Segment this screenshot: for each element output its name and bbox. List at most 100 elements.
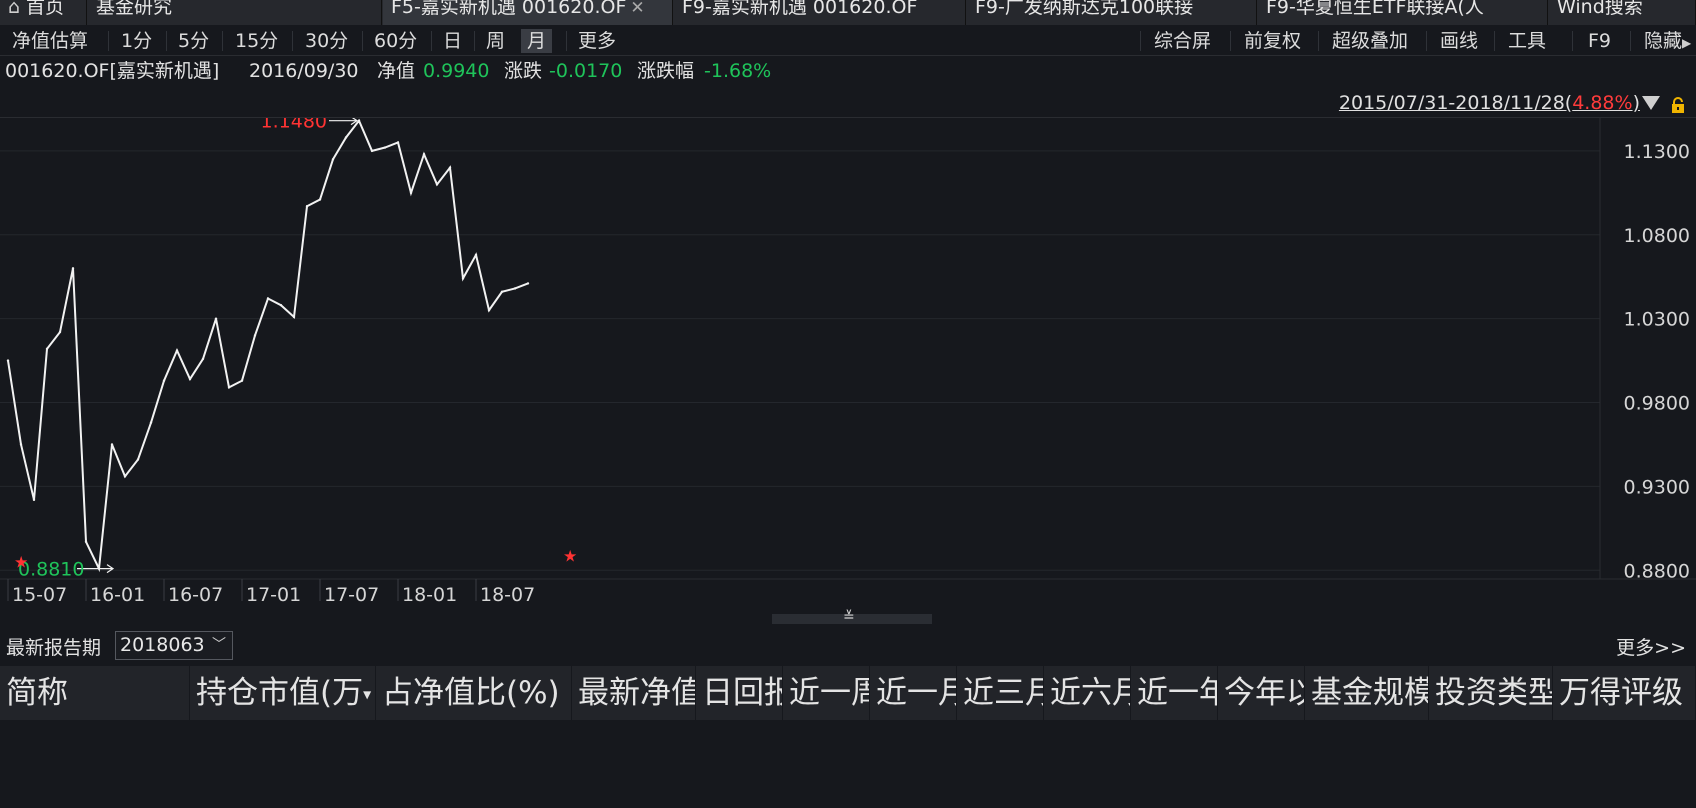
nav-data-point[interactable] (461, 277, 465, 280)
period-month[interactable]: 月 (521, 29, 553, 53)
col-3m[interactable]: 近三月 (957, 666, 1044, 720)
col-daily-return[interactable]: 日回报 (696, 666, 783, 720)
nav-data-point[interactable] (357, 119, 361, 122)
nav-data-point[interactable] (110, 443, 114, 446)
nav-data-point[interactable] (305, 205, 309, 208)
super-overlay-button[interactable]: 超级叠加 (1332, 30, 1409, 52)
nav-data-point[interactable] (19, 443, 23, 446)
nav-data-point[interactable] (474, 253, 478, 257)
nav-data-point[interactable] (84, 540, 88, 543)
nav-data-point[interactable] (487, 309, 491, 312)
hide-button[interactable]: 隐藏▶ (1644, 29, 1691, 53)
nav-data-point[interactable] (45, 347, 49, 351)
tab-fund-research[interactable]: 基金研究 (88, 0, 382, 25)
tab-f9-fund[interactable]: F9-嘉实新机遇 001620.OF (674, 0, 966, 25)
splitter-handle[interactable] (772, 614, 932, 624)
col-1w[interactable]: 近一周 (783, 666, 870, 720)
col-name[interactable]: 简称 (0, 666, 190, 720)
nav-data-point[interactable] (344, 136, 348, 139)
nav-series-line[interactable] (7, 118, 529, 573)
composite-screen-button[interactable]: 综合屏 (1154, 30, 1212, 52)
nav-data-point[interactable] (448, 166, 452, 169)
col-ytd[interactable]: 今年以 (1218, 666, 1305, 720)
nav-line-chart[interactable]: 1.1300 1.0800 1.0300 0.9800 0.9300 0.8800 15-0… (0, 118, 1696, 608)
nav-data-point[interactable] (123, 475, 127, 478)
nav-data-point[interactable] (396, 141, 400, 144)
nav-data-point[interactable] (58, 330, 62, 334)
nav-data-point[interactable] (513, 287, 517, 290)
tab-f9-hangseng[interactable]: F9-华夏恒生ETF联接A(人 (1258, 0, 1548, 25)
col-label: 今年以 (1224, 675, 1304, 711)
more-link[interactable]: 更多>> (1616, 637, 1686, 659)
tab-wind-search[interactable]: Wind搜索 (1549, 0, 1696, 25)
period-60min[interactable]: 60分 (374, 30, 418, 52)
tab-f9-nasdaq[interactable]: F9-广发纳斯达克100联接 (967, 0, 1257, 25)
col-label: 近三月 (963, 675, 1043, 711)
nav-data-point[interactable] (175, 349, 179, 352)
nav-data-point[interactable] (6, 359, 10, 362)
nav-data-point[interactable] (188, 377, 192, 381)
nav-data-point[interactable] (201, 357, 205, 361)
divider (474, 31, 475, 51)
star-icon[interactable]: ★ (563, 547, 577, 566)
col-latest-nav[interactable]: 最新净值 (572, 666, 696, 720)
report-period-select[interactable]: 2018063 ﹀ (115, 631, 233, 660)
nav-data-point[interactable] (383, 146, 387, 149)
tab-home[interactable]: ⌂ 首页 (0, 0, 87, 25)
nav-data-point[interactable] (331, 158, 335, 161)
period-more[interactable]: 更多 (578, 30, 617, 52)
col-6m[interactable]: 近六月 (1044, 666, 1131, 720)
nav-data-point[interactable] (279, 304, 283, 307)
nav-data-point[interactable] (253, 334, 257, 337)
period-30min[interactable]: 30分 (305, 30, 349, 52)
nav-data-point[interactable] (227, 386, 231, 389)
period-5min[interactable]: 5分 (178, 30, 210, 52)
nav-data-point[interactable] (370, 149, 374, 153)
panel-splitter[interactable]: ≚ (0, 609, 1696, 626)
period-1min[interactable]: 1分 (121, 30, 153, 52)
nav-data-point[interactable] (266, 297, 270, 300)
nav-data-point[interactable] (32, 498, 36, 502)
col-holding-value[interactable]: 持仓市值(万▾ (190, 666, 376, 720)
forward-adjust-button[interactable]: 前复权 (1244, 30, 1302, 52)
nav-value: 0.9940 (423, 60, 490, 82)
period-nav-estimate[interactable]: 净值估算 (12, 30, 89, 52)
col-1m[interactable]: 近一月 (870, 666, 957, 720)
nav-data-point[interactable] (500, 290, 504, 293)
quote-date: 2016/09/30 (249, 60, 359, 82)
chevron-down-double-icon[interactable]: ≚ (843, 609, 855, 625)
col-fund-size[interactable]: 基金规模 (1305, 666, 1429, 720)
period-week[interactable]: 周 (486, 30, 506, 52)
nav-data-point[interactable] (149, 421, 153, 424)
nav-data-point[interactable] (292, 315, 296, 319)
nav-data-point[interactable] (318, 198, 322, 201)
nav-data-point[interactable] (435, 183, 439, 186)
draw-line-button[interactable]: 画线 (1440, 30, 1479, 52)
nav-data-point[interactable] (136, 458, 140, 461)
nav-data-point[interactable] (71, 267, 75, 270)
nav-data-point[interactable] (422, 153, 426, 156)
triangle-down-icon[interactable] (1642, 96, 1660, 110)
nav-data-point[interactable] (409, 191, 413, 195)
nav-data-point[interactable] (214, 317, 218, 320)
col-invest-type[interactable]: 投资类型 (1429, 666, 1553, 720)
tools-button[interactable]: 工具 (1508, 30, 1547, 52)
f9-button[interactable]: F9 (1588, 30, 1612, 52)
period-15min[interactable]: 15分 (235, 30, 279, 52)
period-day[interactable]: 日 (443, 30, 463, 52)
y-tick-label: 1.1300 (1624, 141, 1690, 163)
nav-data-point[interactable] (240, 379, 244, 382)
date-range-close: ) (1632, 92, 1640, 114)
date-range[interactable]: 2015/07/31-2018/11/28(4.88%) (1339, 92, 1640, 114)
star-icon[interactable]: ★ (14, 553, 28, 572)
col-wind-rating[interactable]: 万得评级 (1553, 666, 1696, 720)
col-pct-nav[interactable]: 占净值比(%) (376, 666, 572, 720)
close-icon[interactable]: ✕ (630, 0, 645, 18)
change-label: 涨跌 (504, 60, 543, 82)
nav-data-point[interactable] (526, 282, 530, 285)
col-1y[interactable]: 近一年 (1131, 666, 1218, 720)
quote-info: 001620.OF[嘉实新机遇] 2016/09/30 净值 0.9940 涨跌… (0, 57, 1696, 85)
tab-f5-fund[interactable]: F5-嘉实新机遇 001620.OF ✕ (383, 0, 673, 25)
lock-icon[interactable] (1670, 97, 1686, 113)
nav-data-point[interactable] (162, 379, 166, 382)
